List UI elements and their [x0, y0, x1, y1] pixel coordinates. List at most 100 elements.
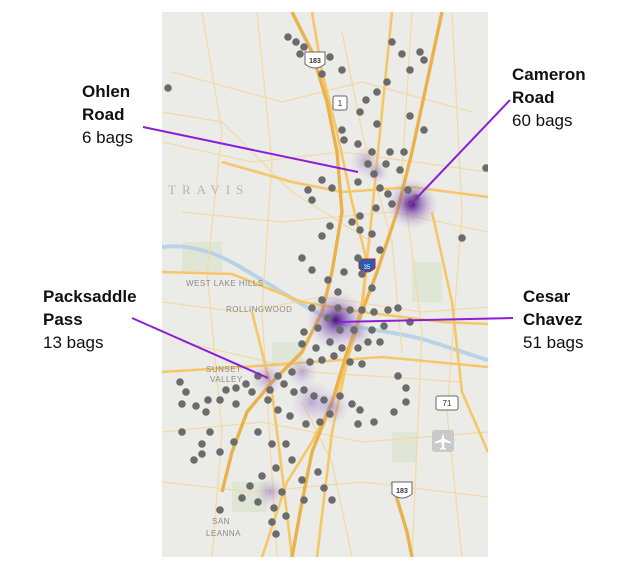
collection-point[interactable]	[278, 488, 286, 496]
collection-point[interactable]	[216, 506, 224, 514]
collection-point[interactable]	[304, 186, 312, 194]
collection-point[interactable]	[324, 314, 332, 322]
collection-point[interactable]	[254, 498, 262, 506]
collection-point[interactable]	[334, 304, 342, 312]
collection-point[interactable]	[358, 360, 366, 368]
collection-point[interactable]	[373, 88, 381, 96]
collection-point[interactable]	[198, 450, 206, 458]
collection-point[interactable]	[394, 304, 402, 312]
collection-point[interactable]	[358, 306, 366, 314]
collection-point[interactable]	[370, 418, 378, 426]
collection-point[interactable]	[324, 276, 332, 284]
collection-point[interactable]	[346, 358, 354, 366]
collection-point[interactable]	[356, 406, 364, 414]
collection-point[interactable]	[376, 246, 384, 254]
collection-point[interactable]	[300, 328, 308, 336]
collection-point[interactable]	[364, 160, 372, 168]
collection-point[interactable]	[396, 166, 404, 174]
collection-point[interactable]	[336, 392, 344, 400]
collection-point[interactable]	[338, 126, 346, 134]
collection-point[interactable]	[376, 338, 384, 346]
collection-point[interactable]	[346, 306, 354, 314]
collection-point[interactable]	[308, 266, 316, 274]
collection-point[interactable]	[254, 428, 262, 436]
collection-point[interactable]	[318, 356, 326, 364]
collection-point[interactable]	[282, 512, 290, 520]
collection-point[interactable]	[272, 530, 280, 538]
collection-point[interactable]	[382, 160, 390, 168]
collection-point[interactable]	[182, 388, 190, 396]
collection-point[interactable]	[340, 268, 348, 276]
collection-point[interactable]	[316, 418, 324, 426]
collection-point[interactable]	[406, 112, 414, 120]
collection-point[interactable]	[198, 440, 206, 448]
collection-point[interactable]	[206, 428, 214, 436]
collection-point[interactable]	[288, 368, 296, 376]
collection-point[interactable]	[362, 96, 370, 104]
collection-point[interactable]	[282, 440, 290, 448]
collection-point[interactable]	[386, 148, 394, 156]
collection-point[interactable]	[300, 43, 308, 51]
collection-point[interactable]	[406, 318, 414, 326]
collection-point[interactable]	[354, 140, 362, 148]
collection-point[interactable]	[300, 386, 308, 394]
collection-point[interactable]	[266, 386, 274, 394]
collection-point[interactable]	[216, 396, 224, 404]
collection-point[interactable]	[370, 308, 378, 316]
collection-point[interactable]	[318, 296, 326, 304]
collection-point[interactable]	[216, 448, 224, 456]
collection-point[interactable]	[340, 136, 348, 144]
collection-point[interactable]	[284, 33, 292, 41]
collection-point[interactable]	[246, 482, 254, 490]
collection-point[interactable]	[248, 388, 256, 396]
collection-point[interactable]	[242, 380, 250, 388]
collection-point[interactable]	[356, 108, 364, 116]
collection-point[interactable]	[314, 324, 322, 332]
collection-point[interactable]	[286, 412, 294, 420]
collection-point[interactable]	[164, 84, 172, 92]
collection-point[interactable]	[372, 204, 380, 212]
collection-point[interactable]	[328, 184, 336, 192]
collection-point[interactable]	[312, 344, 320, 352]
collection-point[interactable]	[308, 196, 316, 204]
collection-point[interactable]	[348, 400, 356, 408]
collection-point[interactable]	[368, 326, 376, 334]
collection-point[interactable]	[370, 170, 378, 178]
collection-point[interactable]	[420, 56, 428, 64]
collection-point[interactable]	[202, 408, 210, 416]
collection-point[interactable]	[384, 306, 392, 314]
collection-point[interactable]	[420, 126, 428, 134]
collection-point[interactable]	[354, 178, 362, 186]
collection-point[interactable]	[354, 254, 362, 262]
collection-point[interactable]	[326, 338, 334, 346]
collection-point[interactable]	[402, 398, 410, 406]
collection-point[interactable]	[390, 408, 398, 416]
collection-point[interactable]	[326, 410, 334, 418]
collection-point[interactable]	[338, 66, 346, 74]
collection-point[interactable]	[298, 254, 306, 262]
collection-point[interactable]	[356, 226, 364, 234]
collection-point[interactable]	[230, 438, 238, 446]
collection-point[interactable]	[192, 402, 200, 410]
collection-point[interactable]	[204, 396, 212, 404]
collection-point[interactable]	[348, 218, 356, 226]
collection-point[interactable]	[398, 50, 406, 58]
collection-point[interactable]	[264, 396, 272, 404]
collection-point[interactable]	[368, 148, 376, 156]
collection-point[interactable]	[326, 222, 334, 230]
collection-point[interactable]	[402, 384, 410, 392]
collection-point[interactable]	[222, 386, 230, 394]
collection-point[interactable]	[368, 284, 376, 292]
collection-point[interactable]	[298, 476, 306, 484]
collection-point[interactable]	[406, 66, 414, 74]
collection-point[interactable]	[336, 326, 344, 334]
collection-point[interactable]	[318, 70, 326, 78]
collection-point[interactable]	[310, 392, 318, 400]
collection-point[interactable]	[318, 176, 326, 184]
collection-point[interactable]	[254, 372, 262, 380]
collection-point[interactable]	[354, 420, 362, 428]
map-panel[interactable]: TRAVIS WEST LAKE HILLS ROLLINGWOOD SUNSE…	[162, 12, 488, 557]
collection-point[interactable]	[330, 352, 338, 360]
collection-point[interactable]	[412, 194, 420, 202]
collection-point[interactable]	[298, 340, 306, 348]
